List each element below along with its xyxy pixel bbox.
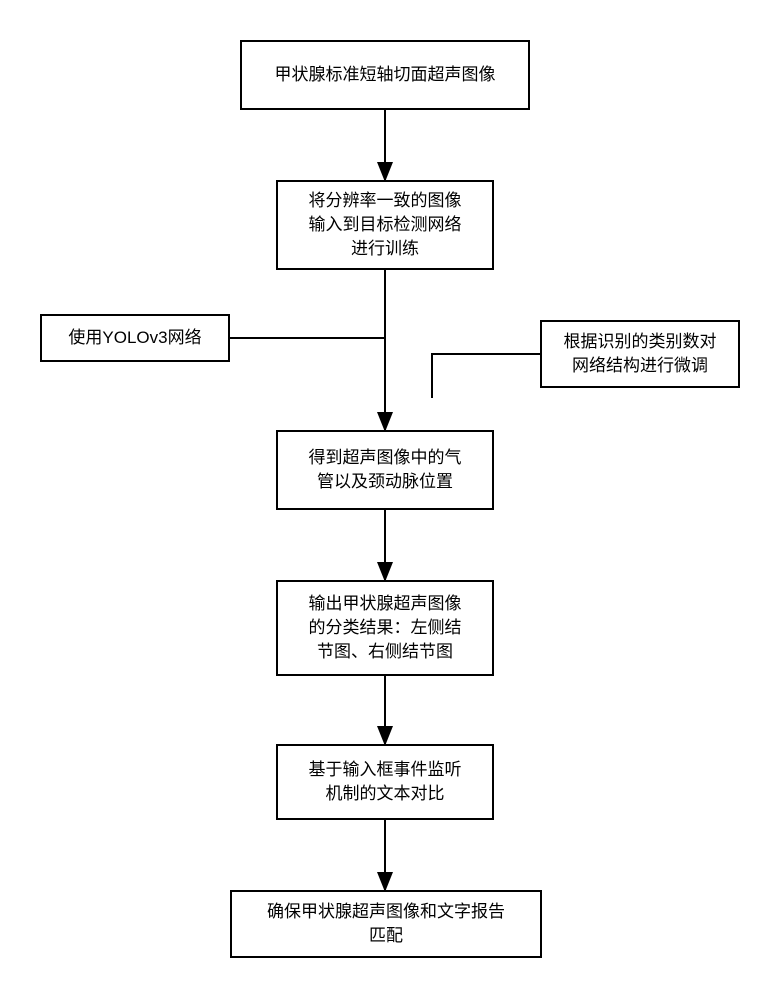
flow-node-classify: 输出甲状腺超声图像的分类结果：左侧结节图、右侧结节图 [276, 580, 494, 676]
flow-node-yolov3: 使用YOLOv3网络 [40, 314, 230, 362]
flow-node-detect: 得到超声图像中的气管以及颈动脉位置 [276, 430, 494, 510]
flow-node-input: 甲状腺标准短轴切面超声图像 [240, 40, 530, 110]
flow-node-finetune: 根据识别的类别数对网络结构进行微调 [540, 320, 740, 388]
flow-node-train: 将分辨率一致的图像输入到目标检测网络进行训练 [276, 180, 494, 270]
flow-node-output: 确保甲状腺超声图像和文字报告匹配 [230, 890, 542, 958]
flow-node-compare: 基于输入框事件监听机制的文本对比 [276, 744, 494, 820]
